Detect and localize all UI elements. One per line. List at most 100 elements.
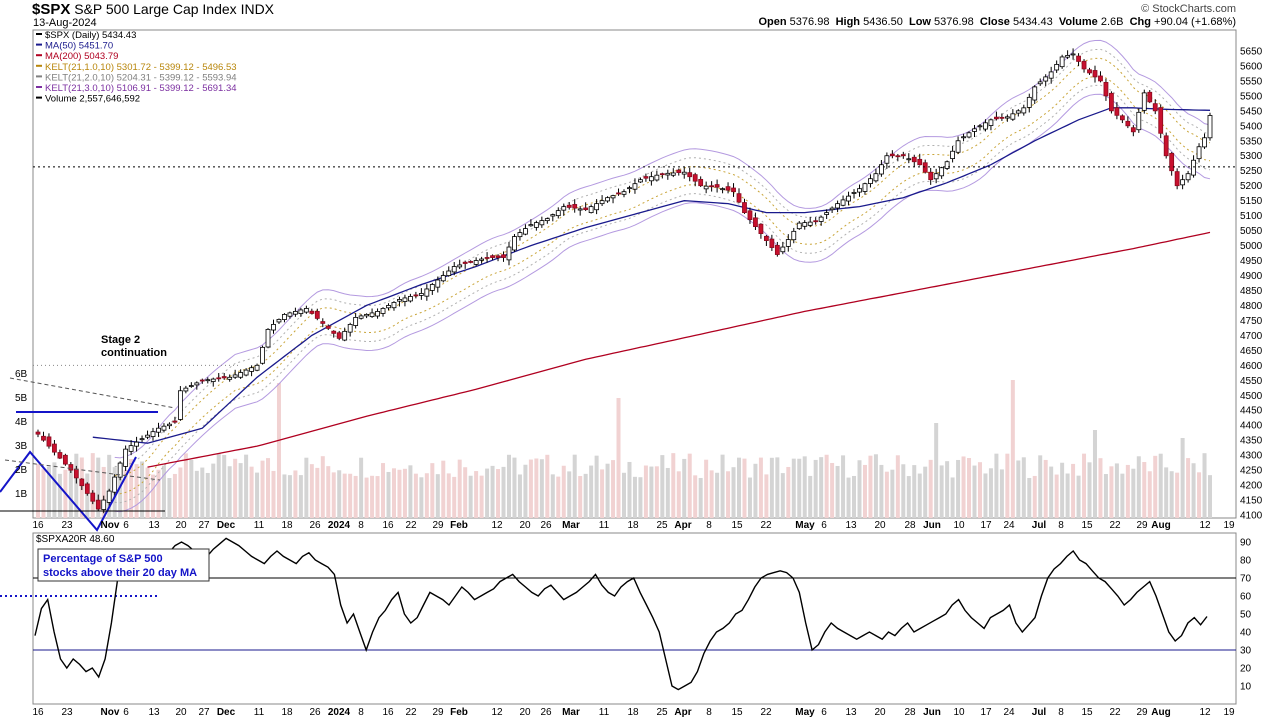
date-tick-label: 2024 [328, 520, 351, 531]
candle [199, 378, 205, 384]
volume-bar [737, 457, 742, 518]
candle [566, 202, 572, 210]
candle [709, 181, 715, 192]
price-tick-label: 4400 [1240, 421, 1263, 432]
price-tick-label: 4350 [1240, 436, 1263, 447]
candle [429, 282, 435, 295]
volume-bar [901, 464, 906, 518]
volume-bar [430, 463, 435, 518]
candle [183, 385, 189, 394]
volume-bar [1120, 473, 1125, 518]
candle [243, 368, 249, 377]
volume-bar [786, 466, 791, 518]
candle [501, 251, 506, 262]
candle [145, 430, 150, 440]
breadth-tick-label: 20 [1240, 664, 1252, 675]
volume-bar [638, 477, 643, 518]
candle [583, 202, 589, 212]
legend-item: Volume 2,557,646,592 [45, 94, 140, 105]
candle [1059, 54, 1065, 69]
volume-bar [68, 464, 73, 518]
date-tick-label: 29 [432, 520, 444, 531]
candle [134, 436, 139, 452]
candle [868, 174, 873, 188]
volume-bar [90, 453, 95, 518]
price-tick-label: 4950 [1240, 256, 1263, 267]
volume-bar [435, 474, 440, 518]
date-tick-label: 20 [874, 520, 886, 531]
volume-bar [490, 465, 495, 518]
volume-bar [682, 458, 687, 518]
volume-bar [693, 475, 698, 518]
candle [873, 168, 879, 183]
volume-bar [342, 473, 347, 518]
candle [780, 241, 786, 255]
volume-bar [862, 464, 867, 518]
candle [79, 478, 85, 491]
date-tick-label: 22 [760, 707, 772, 718]
volume-bar [140, 461, 145, 518]
candle [386, 303, 391, 311]
date-tick-label: Mar [562, 707, 580, 718]
breadth-tick-label: 10 [1240, 682, 1252, 693]
volume-bar [912, 465, 917, 518]
candle [627, 185, 632, 194]
breadth-tick-label: 30 [1240, 646, 1252, 657]
volume-bar [52, 462, 57, 518]
date-tick-label: 6 [123, 707, 129, 718]
volume-bar [96, 457, 101, 518]
candle [933, 168, 939, 184]
candle [813, 217, 819, 225]
candle [824, 209, 830, 220]
candle [1174, 168, 1180, 190]
date-tick-label: 24 [1003, 707, 1015, 718]
volume-bar [1103, 474, 1108, 518]
volume-bar [57, 473, 62, 518]
volume-bar [671, 453, 676, 518]
date-tick-label: 25 [656, 520, 668, 531]
volume-bar [660, 455, 665, 518]
candle [1004, 114, 1010, 122]
candle [101, 495, 107, 514]
price-tick-label: 5500 [1240, 91, 1263, 102]
volume-level-label: 3B [15, 441, 28, 452]
date-tick-label: 12 [491, 520, 503, 531]
candle [528, 219, 534, 227]
date-tick-label: 22 [1109, 520, 1121, 531]
volume-bar [118, 461, 123, 518]
volume-bar [145, 467, 150, 518]
candle [1103, 78, 1109, 101]
price-tick-label: 4750 [1240, 316, 1263, 327]
candle [681, 167, 687, 179]
date-tick-label: Dec [217, 520, 236, 531]
volume-bar [1076, 475, 1081, 518]
candle [342, 327, 348, 342]
volume-bar [287, 475, 292, 518]
date-tick-label: 11 [599, 707, 610, 718]
candle [670, 168, 676, 178]
candle [336, 330, 342, 341]
candle [282, 313, 287, 323]
date-tick-label: 11 [254, 520, 265, 531]
candle [517, 228, 523, 241]
volume-bar [222, 454, 227, 518]
volume-bar [479, 475, 484, 518]
candle [57, 449, 63, 460]
candle [276, 318, 282, 324]
volume-bar [123, 469, 128, 518]
candle [1163, 132, 1169, 159]
candle [177, 386, 183, 421]
date-tick-label: Jun [923, 520, 941, 531]
candle [117, 461, 123, 481]
price-tick-label: 4500 [1240, 391, 1263, 402]
volume-bar [983, 473, 988, 518]
volume-bar [1142, 462, 1147, 518]
chart-date: 13-Aug-2024 [33, 17, 97, 29]
price-tick-label: 5650 [1240, 46, 1263, 57]
candle [906, 153, 912, 164]
volume-bar [1197, 472, 1202, 518]
breadth-tick-label: 50 [1240, 610, 1252, 621]
volume-value: 2.6B [1100, 16, 1124, 28]
